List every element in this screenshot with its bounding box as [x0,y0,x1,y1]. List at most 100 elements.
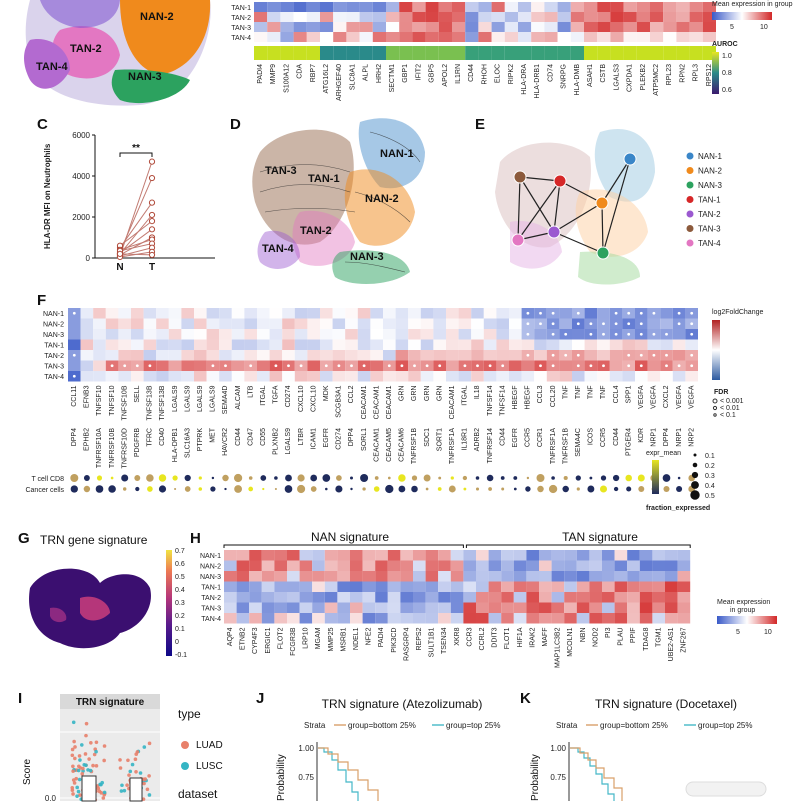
f-dot [575,475,581,481]
f-cell [118,318,131,329]
auroc-cell [452,46,466,60]
f-fdr-mark [72,374,76,378]
i-point [80,743,84,747]
f-expr-bar [652,460,659,494]
h-cell [337,602,350,613]
heatmap-b-cell [676,12,690,22]
h-row-label: NAN-1 [200,553,221,560]
auroc-cell [636,46,650,60]
f-cell [105,350,119,361]
f-cell [357,329,371,340]
i-point [71,792,75,796]
f-cell [156,371,169,382]
h-cell [274,560,287,571]
f-cell [471,318,484,329]
f-fdr-mark [652,311,656,315]
h-cell [677,571,691,582]
f-ligand-label: LTB [247,385,254,398]
f-cell [395,329,409,340]
heatmap-b-gene-label: CXPDA1 [627,64,634,92]
h-cell [375,550,388,561]
f-cell [156,350,169,361]
h-cell [576,592,590,603]
f-row-label: NAN-3 [43,332,64,339]
f-dot [398,485,406,493]
h-gene-label: NOD2 [592,627,599,647]
f-cell [80,318,94,329]
f-cell [609,339,623,350]
e-edge [601,158,631,204]
f-cell [609,360,623,371]
f-fdr-mark [639,322,643,326]
f-dot [563,475,568,481]
heatmap-b-gene-label: ALPL [363,64,370,81]
h-cell [488,550,502,561]
f-cell [156,318,169,329]
f-dot [373,486,380,492]
f-receptor-label: HAVCR2 [222,428,229,456]
f-receptor-label: SDC1 [424,428,431,447]
panel-j-km: TRN signature (Atezolizumab) Strata grou… [262,690,527,801]
h-cell [526,602,539,613]
auroc-legend-tick: 0.8 [722,70,732,77]
umap-a-label-nan2: NAN-2 [140,11,174,23]
h-gene-label: MAP1LC3B2 [555,627,562,668]
f-dot [599,485,608,493]
h-cell [299,613,313,624]
heatmap-b-cell [491,2,505,12]
f-fdr-mark [639,311,643,315]
h-cell [400,550,413,561]
f-cell [194,371,207,382]
heatmap-b-cell [254,2,268,12]
h-cell [337,571,350,582]
h-cell [627,602,640,613]
f-receptor-label: CD274 [336,428,343,450]
f-receptor-label: IL18R1 [462,428,469,451]
f-cell [231,350,245,361]
h-cell [425,571,439,582]
f-ligand-label: TNF [575,386,582,400]
h-cell [450,560,464,571]
f-cell [93,318,106,329]
h-cell [249,581,262,592]
f-receptor-label: SORT1 [436,428,443,451]
h-gene-label: NBN [580,628,587,643]
h-gene-label: RASGRP4 [403,627,410,661]
f-cell [307,318,320,329]
h-cell [413,602,426,613]
f-cell [357,350,371,361]
f-fdr-mark [324,364,328,368]
f-receptor-label: PDGFRB [134,428,141,458]
f-cell [685,371,698,382]
heatmap-b-cell [267,2,281,12]
f-cell [93,371,106,382]
g-tick-label: 0.2 [175,613,185,620]
h-cell [551,571,565,582]
panel-c-label: C [37,116,48,133]
heatmap-b-cell [544,32,558,42]
h-cell [602,592,615,603]
f-fdr-mark [551,332,555,336]
h-cell [236,571,250,582]
f-frac-dot [691,471,699,479]
heatmap-b-gene-label: IL1RN [455,64,462,84]
h-cell [614,550,628,561]
f-cell [496,350,509,361]
heatmap-b-cell [320,2,334,12]
h-cell [589,613,602,624]
i-point [122,788,127,793]
f-cell [559,318,572,329]
heatmap-b-cell [636,2,650,12]
f-cell [446,308,459,319]
heatmap-b-cell [306,12,320,22]
h-cell [312,602,325,613]
f-cell [131,308,144,319]
f-receptor-label: HLA-DPB1 [172,428,179,462]
heatmap-b-gene-label: SNRPG [561,64,568,89]
heatmap-b-cell [399,22,413,32]
heatmap-b-cell [623,12,637,22]
f-fdr-mark [639,353,643,357]
f-cell [357,308,371,319]
f-dot [274,487,277,491]
panel-i-legend-lusc: LUSC [196,761,223,772]
